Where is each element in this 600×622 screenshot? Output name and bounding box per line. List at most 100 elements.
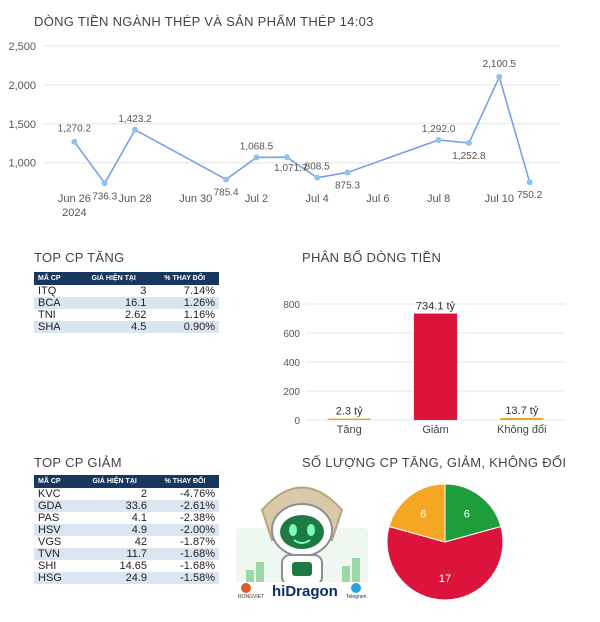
pie-slice — [388, 483, 446, 543]
pie-slice-label: 6 — [464, 508, 470, 520]
bar-value-label: 2.3 tỷ — [336, 406, 363, 418]
table-row: VGS 42 -1.87% — [34, 536, 219, 548]
table-header-row: MÃ CP GIÁ HIỆN TẠI % THAY ĐỔI — [34, 272, 219, 285]
bar — [327, 418, 371, 420]
table-row: KVC 2 -4.76% — [34, 488, 219, 500]
change-cell: 7.14% — [150, 285, 219, 297]
change-cell: -1.87% — [151, 536, 219, 548]
change-cell: 0.90% — [150, 321, 219, 333]
data-point — [132, 126, 139, 133]
data-label: 1,423.2 — [118, 114, 152, 125]
y-tick-label: 0 — [294, 416, 300, 427]
price-cell: 16.1 — [76, 297, 151, 309]
pie-slice — [444, 483, 502, 543]
distribution-bar-chart: 0 200 400 600 800 2.3 tỷ Tăng 734.1 tỷ Giảm 13.7 … — [283, 300, 565, 436]
data-label: 1,292.0 — [422, 124, 456, 135]
count-title: SỐ LƯỢNG CP TĂNG, GIẢM, KHÔNG ĐỔI — [302, 455, 567, 470]
price-cell: 4.9 — [78, 524, 152, 536]
data-point — [344, 169, 351, 176]
x-tick-year: 2024 — [62, 207, 86, 219]
column-header: % THAY ĐỔI — [151, 475, 219, 488]
change-cell: -1.68% — [151, 560, 219, 572]
ticker-cell: ITQ — [34, 285, 77, 297]
data-label: 1,071.7 — [274, 163, 308, 174]
table-row: SHI 14.65 -1.68% — [34, 560, 219, 572]
pie-slice-label: 6 — [420, 508, 426, 520]
y-tick-label: 2,500 — [8, 41, 36, 53]
table-row: HSV 4.9 -2.00% — [34, 524, 219, 536]
data-label: 1,252.8 — [452, 151, 486, 162]
x-tick-label: Jun 26 — [58, 193, 91, 205]
bar-value-label: 734.1 tỷ — [416, 301, 456, 313]
rongviet-logo-icon — [241, 583, 251, 593]
data-point — [526, 179, 533, 186]
price-cell: 4.1 — [78, 512, 152, 524]
distribution-title: PHÂN BỔ DÒNG TIỀN — [302, 250, 442, 265]
category-label: Không đổi — [497, 424, 547, 436]
data-point — [435, 136, 442, 143]
data-point — [496, 74, 503, 81]
hidragon-mascot-logo: RONGVIET hiDragon Telegram — [232, 486, 372, 600]
column-header: GIÁ HIỆN TẠI — [78, 475, 152, 488]
ticker-cell: TVN — [34, 548, 79, 560]
y-tick-label: 1,000 — [8, 158, 36, 170]
data-label: 808.5 — [305, 162, 330, 173]
hidragon-brand: hiDragon — [272, 583, 338, 600]
price-cell: 33.6 — [78, 500, 152, 512]
table-row: HSG 24.9 -1.58% — [34, 572, 219, 584]
category-label: Giảm — [422, 424, 448, 436]
ticker-cell: PAS — [34, 512, 79, 524]
data-point — [71, 138, 78, 145]
category-label: Tăng — [337, 424, 362, 436]
bar — [413, 313, 458, 420]
change-cell: -1.68% — [151, 548, 219, 560]
y-tick-label: 200 — [283, 387, 300, 398]
price-cell: 2.62 — [76, 309, 151, 321]
ticker-cell: SHA — [34, 321, 77, 333]
x-tick-label: Jun 28 — [119, 193, 152, 205]
price-cell: 3 — [76, 285, 151, 297]
top-up-title: TOP CP TĂNG — [34, 250, 125, 265]
data-point — [223, 176, 230, 183]
top-down-table: MÃ CP GIÁ HIỆN TẠI % THAY ĐỔI KVC 2 -4.76%… — [34, 475, 219, 584]
data-point — [101, 180, 108, 187]
top-down-title: TOP CP GIẢM — [34, 455, 122, 470]
data-point — [253, 154, 260, 161]
y-tick-label: 1,500 — [8, 119, 36, 131]
ticker-cell: HSG — [34, 572, 79, 584]
change-cell: 1.16% — [150, 309, 219, 321]
data-label: 875.3 — [335, 180, 360, 191]
column-header: MÃ CP — [34, 272, 77, 285]
bar-value-label: 13.7 tỷ — [505, 405, 539, 417]
change-cell: 1.26% — [150, 297, 219, 309]
ticker-cell: TNI — [34, 309, 77, 321]
data-point — [314, 174, 321, 181]
x-tick-label: Jul 4 — [306, 193, 329, 205]
price-cell: 4.5 — [76, 321, 151, 333]
table-header-row: MÃ CP GIÁ HIỆN TẠI % THAY ĐỔI — [34, 475, 219, 488]
y-tick-label: 2,000 — [8, 80, 36, 92]
x-tick-label: Jun 30 — [179, 193, 212, 205]
column-header: MÃ CP — [34, 475, 79, 488]
price-cell: 24.9 — [78, 572, 152, 584]
table-row: TVN 11.7 -1.68% — [34, 548, 219, 560]
ticker-cell: GDA — [34, 500, 79, 512]
data-label: 1,068.5 — [240, 141, 274, 152]
price-cell: 42 — [78, 536, 152, 548]
table-row: GDA 33.6 -2.61% — [34, 500, 219, 512]
ticker-cell: VGS — [34, 536, 79, 548]
count-pie-chart: 6 17 6 — [386, 483, 504, 601]
x-tick-label: Jul 2 — [245, 193, 268, 205]
data-point — [465, 140, 472, 147]
ticker-cell: SHI — [34, 560, 79, 572]
ticker-cell: BCA — [34, 297, 77, 309]
series-line — [73, 74, 531, 185]
data-label: 750.2 — [517, 190, 542, 201]
telegram-icon — [351, 583, 361, 593]
y-tick-label: 600 — [283, 329, 300, 340]
table-row: SHA 4.5 0.90% — [34, 321, 219, 333]
x-tick-label: Jul 6 — [366, 193, 389, 205]
table-row: PAS 4.1 -2.38% — [34, 512, 219, 524]
ticker-cell: KVC — [34, 488, 79, 500]
data-point — [283, 154, 290, 161]
